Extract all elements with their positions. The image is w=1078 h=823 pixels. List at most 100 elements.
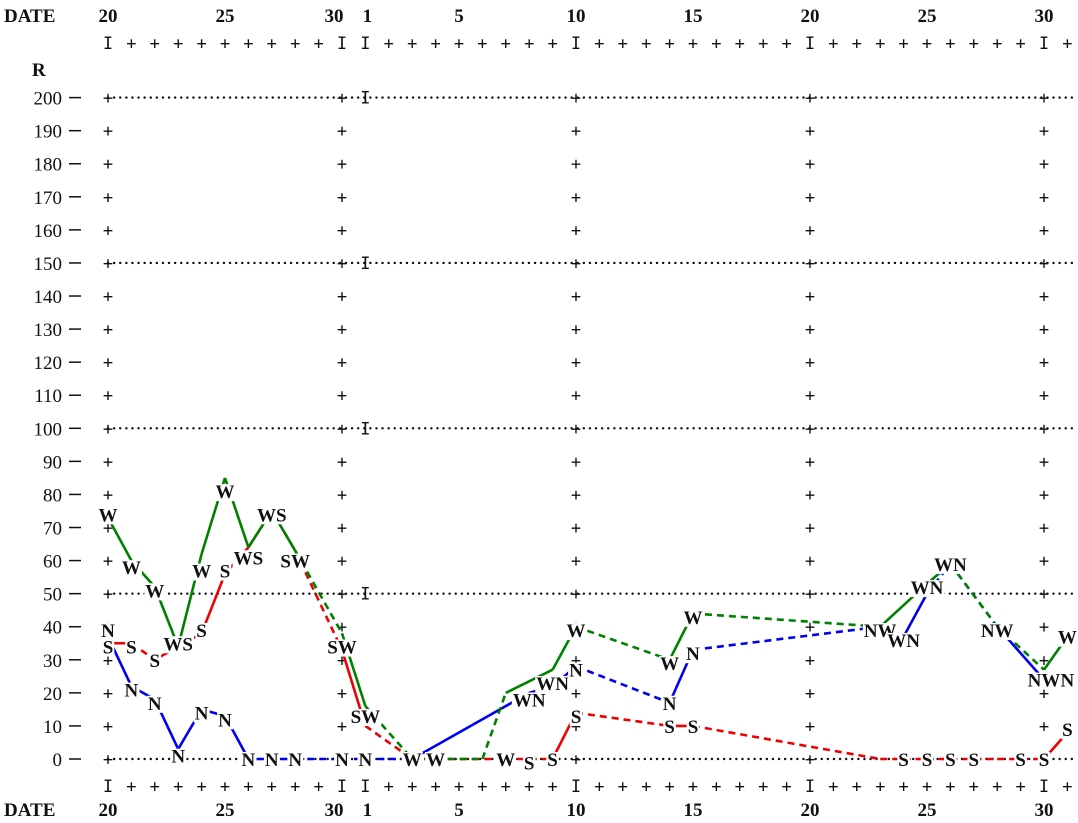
day-tick-bottom: + [688,777,698,797]
data-point-marker: S [196,621,207,642]
data-point-marker: S [1039,750,1050,771]
date-tick-label-bottom: 5 [454,800,464,821]
marker-backdrop [568,662,585,680]
series-W-segment [575,625,671,662]
date-tick-label-bottom: 30 [325,800,344,821]
series-W-segment [996,625,1045,671]
y-tick-label: 70 [43,519,62,540]
date-tick-label-top: 1 [363,6,373,27]
day-tick-top: + [781,34,791,54]
grid-plus: + [1039,419,1049,439]
data-point-marker: S [1062,720,1073,741]
grid-plus: + [1039,717,1049,737]
day-tick-bottom: + [898,777,908,797]
marker-backdrop [193,705,210,723]
data-point-marker: N [218,710,232,731]
data-point-marker: W [1058,628,1077,649]
series-N-segment [692,625,881,652]
data-point-marker: W [660,654,679,675]
day-tick-bottom: + [313,777,323,797]
day-tick-bottom: I [337,777,347,797]
data-point-marker: S [969,750,980,771]
marker-backdrop [191,563,213,581]
grid-plus: + [103,89,113,109]
marker-backdrop [263,752,280,769]
grid-plus: + [571,552,581,572]
data-point-marker: N [686,644,700,665]
day-tick-bottom: I [1039,777,1049,797]
day-tick-bottom: + [243,777,253,797]
y-tick-label: 0 [53,750,63,771]
data-point-marker: WN [934,555,967,576]
grid-plus: + [805,519,815,539]
marker-backdrop [144,583,166,601]
series-S-segment [692,724,881,761]
day-tick-top: + [922,34,932,54]
grid-plus: + [337,188,347,208]
day-tick-bottom: + [945,777,955,797]
axis-layer: DATE DATE R 2020252530301155101015152020… [4,6,1054,821]
date-tick-label-top: 30 [1035,6,1054,27]
data-point-marker: WN [911,578,944,599]
data-point-marker: N [569,661,583,682]
grid-plus: + [337,618,347,638]
day-tick-top: + [758,34,768,54]
grid-plus: + [103,320,113,340]
day-tick-bottom: + [150,777,160,797]
grid-plus: + [1039,552,1049,572]
grid-plus: + [571,750,581,770]
day-tick-top: + [243,34,253,54]
data-point-marker: W [99,505,118,526]
grid-plus: + [103,651,113,671]
grid-plus: + [337,221,347,241]
grid-plus: + [571,188,581,208]
grid-plus: + [103,485,113,505]
grid-plus: + [337,122,347,142]
grid-plus: + [805,353,815,373]
data-point-marker: W [426,750,445,771]
data-point-marker: W [684,608,703,629]
grid-plus: + [103,684,113,704]
date-tick-label-bottom: 20 [801,800,820,821]
grid-plus: + [571,585,581,605]
day-tick-bottom: + [922,777,932,797]
day-tick-bottom: + [267,777,277,797]
marker-backdrop [565,623,587,641]
grid-plus: + [103,188,113,208]
grid-plus: + [337,254,347,274]
day-tick-top: + [220,34,230,54]
series-lines [106,477,1069,761]
marker-backdrop [256,507,288,525]
day-tick-bottom: + [852,777,862,797]
series-S-segment [575,711,670,728]
data-point-marker: S [571,707,582,728]
marker-backdrop [909,580,945,598]
marker-backdrop [897,752,910,769]
y-tick-label: 140 [34,287,63,308]
day-tick-bottom: + [501,777,511,797]
day-tick-bottom: + [641,777,651,797]
grid-plus: + [103,221,113,241]
grid-plus: + [337,419,347,439]
day-tick-top: I [337,34,347,54]
y-tick-label: 110 [34,386,62,407]
data-point-marker: S [150,651,161,672]
day-tick-bottom: + [384,777,394,797]
day-tick-bottom: I [360,777,370,797]
grid-plus: + [1039,320,1049,340]
day-tick-top: + [267,34,277,54]
grid-plus: + [805,122,815,142]
grid-plus: + [805,684,815,704]
grid-plus: + [103,585,113,605]
data-point-marker: S [547,750,558,771]
marker-backdrop [218,563,232,581]
data-point-marker: W [192,562,211,583]
marker-backdrop [1014,752,1027,769]
marker-backdrop [148,652,162,670]
grid-plus: + [571,287,581,307]
data-point-marker: SW [327,638,357,659]
data-point-marker: N [265,750,279,771]
grid-plus: + [571,452,581,472]
y-axis-label: R [32,60,46,81]
data-point-marker: N [288,750,302,771]
